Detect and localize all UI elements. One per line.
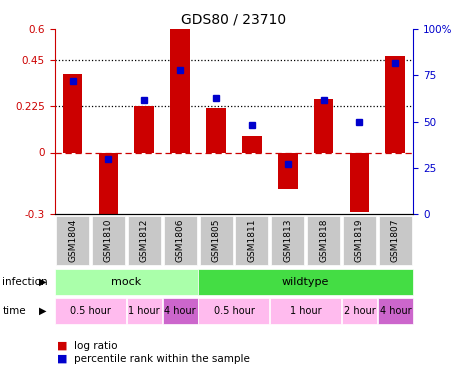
FancyBboxPatch shape	[199, 298, 269, 324]
FancyBboxPatch shape	[92, 216, 125, 265]
Text: GSM1805: GSM1805	[211, 219, 220, 262]
Bar	[134, 106, 154, 153]
Text: ■: ■	[57, 341, 67, 351]
Text: GSM1811: GSM1811	[247, 219, 257, 262]
FancyBboxPatch shape	[378, 298, 413, 324]
FancyBboxPatch shape	[56, 216, 89, 265]
Text: 1 hour: 1 hour	[290, 306, 322, 316]
Text: log ratio: log ratio	[74, 341, 117, 351]
FancyBboxPatch shape	[270, 298, 341, 324]
Text: wildtype: wildtype	[282, 277, 329, 287]
Text: GSM1806: GSM1806	[176, 219, 185, 262]
Text: 4 hour: 4 hour	[380, 306, 411, 316]
FancyBboxPatch shape	[342, 298, 377, 324]
FancyBboxPatch shape	[127, 298, 162, 324]
FancyBboxPatch shape	[379, 216, 412, 265]
Text: ■: ■	[57, 354, 67, 364]
FancyBboxPatch shape	[236, 216, 268, 265]
FancyBboxPatch shape	[55, 269, 198, 295]
Text: GSM1812: GSM1812	[140, 219, 149, 262]
FancyBboxPatch shape	[55, 298, 126, 324]
FancyBboxPatch shape	[307, 216, 340, 265]
Text: GSM1818: GSM1818	[319, 219, 328, 262]
FancyBboxPatch shape	[164, 216, 197, 265]
Bar	[350, 153, 370, 212]
FancyBboxPatch shape	[271, 216, 304, 265]
Bar	[206, 108, 226, 153]
Bar	[63, 74, 83, 153]
FancyBboxPatch shape	[162, 298, 198, 324]
Text: GSM1810: GSM1810	[104, 219, 113, 262]
Title: GDS80 / 23710: GDS80 / 23710	[181, 13, 286, 27]
Text: 1 hour: 1 hour	[128, 306, 160, 316]
Text: ▶: ▶	[39, 306, 47, 316]
Bar	[314, 99, 333, 153]
Bar	[242, 136, 262, 153]
Text: 4 hour: 4 hour	[164, 306, 196, 316]
Text: GSM1819: GSM1819	[355, 219, 364, 262]
FancyBboxPatch shape	[200, 216, 232, 265]
Text: ▶: ▶	[39, 277, 47, 287]
Text: percentile rank within the sample: percentile rank within the sample	[74, 354, 249, 364]
Text: mock: mock	[111, 277, 142, 287]
FancyBboxPatch shape	[199, 269, 413, 295]
Text: GSM1807: GSM1807	[391, 219, 400, 262]
Text: infection: infection	[2, 277, 48, 287]
Text: 2 hour: 2 hour	[343, 306, 375, 316]
Bar	[98, 153, 118, 218]
Text: GSM1813: GSM1813	[283, 219, 292, 262]
Bar	[385, 56, 405, 153]
Text: GSM1804: GSM1804	[68, 219, 77, 262]
Text: time: time	[2, 306, 26, 316]
Text: 0.5 hour: 0.5 hour	[213, 306, 255, 316]
Text: 0.5 hour: 0.5 hour	[70, 306, 111, 316]
FancyBboxPatch shape	[128, 216, 161, 265]
FancyBboxPatch shape	[343, 216, 376, 265]
Bar	[170, 29, 190, 153]
Bar	[278, 153, 298, 190]
